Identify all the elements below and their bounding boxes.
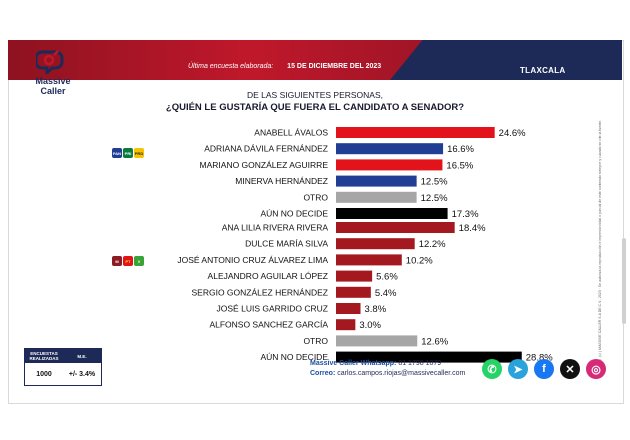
value-label: 3.8% xyxy=(365,304,387,315)
value-label: 17.3% xyxy=(452,209,479,220)
email-label: Correo: xyxy=(310,370,336,377)
category-label: ANABELL ÁVALOS xyxy=(254,128,328,138)
whatsapp-label: Massive Caller Whatsapp: xyxy=(310,360,397,367)
pt-logo: PT xyxy=(123,256,133,266)
survey-date-line: Última encuesta elaborada: 15 DE DICIEMB… xyxy=(188,63,381,70)
value-label: 12.5% xyxy=(421,177,448,188)
margin-error-header: M.E. xyxy=(77,353,87,359)
survey-info-table: ENCUESTAS REALIZADAS M.E. 1000 +/- 3.4% xyxy=(24,348,102,386)
category-label: JOSÉ LUIS GARRIDO CRUZ xyxy=(217,304,328,314)
bar xyxy=(336,208,448,219)
bar xyxy=(336,319,356,331)
category-label: ALFONSO SANCHEZ GARCÍA xyxy=(209,320,328,330)
value-label: 28.8% xyxy=(526,353,553,364)
category-label: OTRO xyxy=(303,336,328,346)
bar xyxy=(336,351,522,363)
x-icon[interactable]: ✕ xyxy=(560,359,580,379)
value-label: 12.5% xyxy=(421,193,448,204)
value-label: 5.4% xyxy=(375,288,397,299)
prd-logo: PRD xyxy=(134,148,144,158)
copyright-note: D. R. (©) MASSIVE CALLER S.A DE C.V., 20… xyxy=(598,120,602,367)
email-address[interactable]: carlos.campos.riojas@massivecaller.com xyxy=(337,370,466,377)
value-label: 16.6% xyxy=(447,144,474,155)
bar xyxy=(336,191,417,203)
morena-logo: M xyxy=(112,256,122,266)
bar xyxy=(336,303,361,314)
massive-caller-logo: Massive Caller xyxy=(22,48,84,104)
pri-logo: PRI xyxy=(123,148,133,158)
bar xyxy=(336,238,415,250)
survey-date: 15 DE DICIEMBRE DEL 2023 xyxy=(287,63,382,70)
whatsapp-number: 81 1798 1079 xyxy=(398,360,442,367)
bar xyxy=(336,286,371,298)
category-label: DULCE MARÍA SILVA xyxy=(245,239,328,249)
bar xyxy=(336,254,402,266)
category-label: AÚN NO DECIDE xyxy=(260,352,328,362)
category-label: SERGIO GONZÁLEZ HERNÁNDEZ xyxy=(192,287,329,297)
logo-line-1: Massive xyxy=(35,76,71,86)
instagram-icon[interactable]: ◎ xyxy=(586,359,606,379)
social-icons: ✆ ➤ f ✕ ◎ xyxy=(482,359,606,379)
state-name: TLAXCALA xyxy=(520,66,566,75)
value-label: 10.2% xyxy=(406,255,433,266)
surveys-header: ENCUESTAS REALIZADAS xyxy=(29,351,59,361)
value-label: 3.0% xyxy=(359,320,381,331)
pvem-logo: V xyxy=(134,256,144,266)
category-label: ANA LILIA RIVERA RIVERA xyxy=(222,223,329,233)
bar xyxy=(336,270,373,282)
bar xyxy=(336,143,444,155)
bar xyxy=(336,335,418,347)
value-label: 5.6% xyxy=(376,272,398,283)
value-label: 24.6% xyxy=(499,128,526,139)
question-line-1: DE LAS SIGUIENTES PERSONAS, xyxy=(246,90,384,100)
value-label: 12.6% xyxy=(421,336,448,347)
category-label: ALEJANDRO AGUILAR LÓPEZ xyxy=(208,271,328,281)
contact-info: Massive Caller Whatsapp: 81 1798 1079 Co… xyxy=(310,360,465,377)
scrollbar[interactable] xyxy=(622,238,626,324)
report-card xyxy=(8,40,624,404)
bar xyxy=(336,222,455,233)
category-label: ADRIANA DÁVILA FERNÁNDEZ xyxy=(204,144,328,154)
logo-line-2: Caller xyxy=(40,86,66,96)
pan-logo: PAN xyxy=(112,148,122,158)
bar xyxy=(336,175,417,187)
margin-error-value: +/- 3.4% xyxy=(68,370,96,378)
header-band xyxy=(8,40,448,80)
category-label: MARIANO GONZÁLEZ AGUIRRE xyxy=(200,160,329,170)
state-band xyxy=(390,40,622,80)
value-label: 18.4% xyxy=(459,223,486,234)
survey-date-label: Última encuesta elaborada: xyxy=(188,63,274,70)
question-title: ¿QUIÉN LE GUSTARÍA QUE FUERA EL CANDIDAT… xyxy=(165,102,465,113)
value-label: 12.2% xyxy=(419,239,446,250)
whatsapp-icon[interactable]: ✆ xyxy=(482,359,502,379)
category-label: JOSÉ ANTONIO CRUZ ÁLVAREZ LIMA xyxy=(177,255,328,265)
facebook-icon[interactable]: f xyxy=(534,359,554,379)
bar xyxy=(336,127,495,138)
value-label: 16.5% xyxy=(446,160,473,171)
surveys-value: 1000 xyxy=(36,370,52,378)
telegram-icon[interactable]: ➤ xyxy=(508,359,528,379)
category-label: AÚN NO DECIDE xyxy=(260,209,328,219)
category-label: OTRO xyxy=(303,192,328,202)
bar xyxy=(336,159,443,171)
logo-icon xyxy=(36,50,64,74)
category-label: MINERVA HERNÁNDEZ xyxy=(235,176,328,186)
